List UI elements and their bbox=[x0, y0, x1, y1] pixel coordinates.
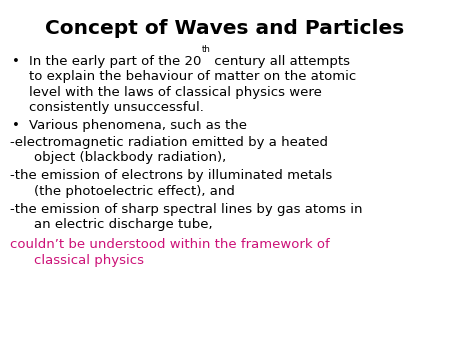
Text: -electromagnetic radiation emitted by a heated: -electromagnetic radiation emitted by a … bbox=[10, 136, 328, 149]
Text: •: • bbox=[12, 55, 20, 68]
Text: century all attempts: century all attempts bbox=[211, 55, 351, 68]
Text: In the early part of the 20: In the early part of the 20 bbox=[29, 55, 202, 68]
Text: th: th bbox=[202, 45, 211, 54]
Text: couldn’t be understood within the framework of: couldn’t be understood within the framew… bbox=[10, 238, 330, 251]
Text: level with the laws of classical physics were: level with the laws of classical physics… bbox=[29, 86, 322, 99]
Text: classical physics: classical physics bbox=[34, 254, 144, 267]
Text: consistently unsuccessful.: consistently unsuccessful. bbox=[29, 101, 204, 114]
Text: an electric discharge tube,: an electric discharge tube, bbox=[34, 218, 212, 231]
Text: -the emission of electrons by illuminated metals: -the emission of electrons by illuminate… bbox=[10, 169, 332, 182]
Text: (the photoelectric effect), and: (the photoelectric effect), and bbox=[34, 185, 234, 197]
Text: object (blackbody radiation),: object (blackbody radiation), bbox=[34, 151, 226, 164]
Text: Various phenomena, such as the: Various phenomena, such as the bbox=[29, 119, 247, 132]
Text: •: • bbox=[12, 119, 20, 132]
Text: -the emission of sharp spectral lines by gas atoms in: -the emission of sharp spectral lines by… bbox=[10, 203, 362, 216]
Text: to explain the behaviour of matter on the atomic: to explain the behaviour of matter on th… bbox=[29, 70, 356, 83]
Text: Concept of Waves and Particles: Concept of Waves and Particles bbox=[45, 19, 405, 38]
